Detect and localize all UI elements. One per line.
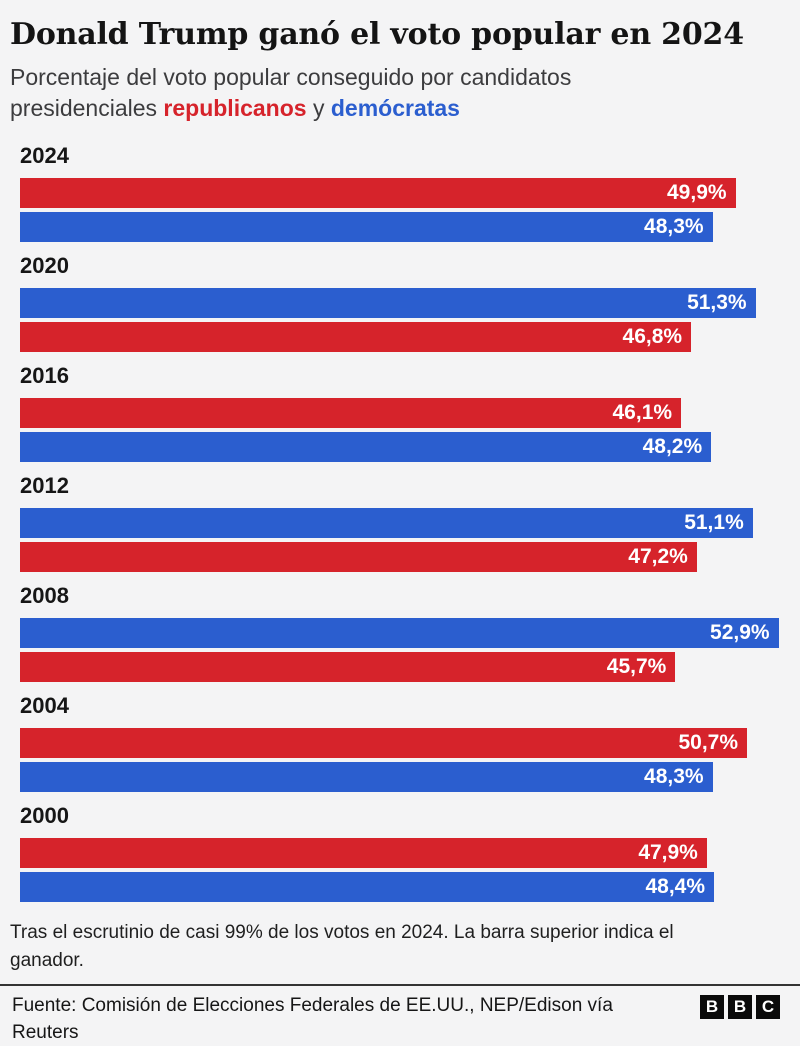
bar: 50,7% xyxy=(20,727,748,758)
bar-value-label: 46,1% xyxy=(612,400,673,424)
bbc-logo-letter: B xyxy=(728,995,752,1020)
bar: 51,3% xyxy=(20,287,756,318)
bar: 48,3% xyxy=(20,761,713,792)
bar: 48,3% xyxy=(20,211,713,242)
bar-value-label: 46,8% xyxy=(622,324,683,348)
legend-democrats: demócratas xyxy=(330,95,460,122)
year-group: 2016 46,1% 48,2% xyxy=(20,363,780,462)
bar: 48,2% xyxy=(20,431,712,462)
year-group: 2012 51,1% 47,2% xyxy=(20,473,780,572)
year-group: 2004 50,7% 48,3% xyxy=(20,693,780,792)
chart-subtitle: Porcentaje del voto popular conseguido p… xyxy=(10,62,720,125)
year-group: 2008 52,9% 45,7% xyxy=(20,583,780,682)
year-label: 2016 xyxy=(20,362,69,388)
footer-divider xyxy=(0,984,800,987)
bar-value-label: 47,9% xyxy=(638,840,698,864)
legend-republicans: republicanos xyxy=(163,95,307,122)
bar: 51,1% xyxy=(20,507,753,538)
page-title: Donald Trump ganó el voto popular en 202… xyxy=(10,17,744,52)
subtitle-connector: y xyxy=(306,95,331,122)
bar-value-label: 47,2% xyxy=(628,544,688,568)
bbc-logo-letter: C xyxy=(756,995,780,1020)
bar: 46,1% xyxy=(20,397,682,428)
source-credit: Fuente: Comisión de Elecciones Federales… xyxy=(12,995,613,1043)
bar: 45,7% xyxy=(20,651,676,682)
bar-value-label: 45,7% xyxy=(606,654,667,678)
bar-value-label: 48,3% xyxy=(644,764,704,788)
year-group: 2000 47,9% 48,4% xyxy=(20,803,780,902)
bar-value-label: 48,3% xyxy=(644,214,704,238)
bar-value-label: 51,3% xyxy=(687,290,747,314)
year-label: 2012 xyxy=(20,472,69,498)
bar-value-label: 48,4% xyxy=(645,874,706,898)
year-label: 2008 xyxy=(20,582,69,608)
subtitle-text: Porcentaje del voto popular conseguido p… xyxy=(10,63,572,122)
bar-value-label: 48,2% xyxy=(642,434,703,458)
year-group: 2024 49,9% 48,3% xyxy=(20,143,780,242)
bbc-logo-letter: B xyxy=(700,995,724,1020)
infographic: Donald Trump ganó el voto popular en 202… xyxy=(0,17,800,1043)
bar-value-label: 49,9% xyxy=(667,180,727,204)
bar: 48,4% xyxy=(20,871,715,902)
bar-value-label: 51,1% xyxy=(684,510,744,534)
bar: 52,9% xyxy=(20,617,779,648)
year-group: 2020 51,3% 46,8% xyxy=(20,253,780,352)
bar-value-label: 50,7% xyxy=(678,730,739,754)
year-label: 2004 xyxy=(20,692,69,718)
year-label: 2020 xyxy=(20,252,69,278)
chart-footnote: Tras el escrutinio de casi 99% de los vo… xyxy=(10,921,674,971)
bar: 46,8% xyxy=(20,321,692,352)
footer: Fuente: Comisión de Elecciones Federales… xyxy=(10,986,790,1046)
bar-value-label: 52,9% xyxy=(710,620,770,644)
bar: 47,9% xyxy=(20,837,707,868)
year-label: 2000 xyxy=(20,802,69,828)
bar-chart: 2024 49,9% 48,3% 2020 51,3% 46,8% 2016 4… xyxy=(20,143,780,913)
bar: 47,2% xyxy=(20,541,697,572)
year-label: 2024 xyxy=(20,142,69,168)
bar: 49,9% xyxy=(20,177,736,208)
